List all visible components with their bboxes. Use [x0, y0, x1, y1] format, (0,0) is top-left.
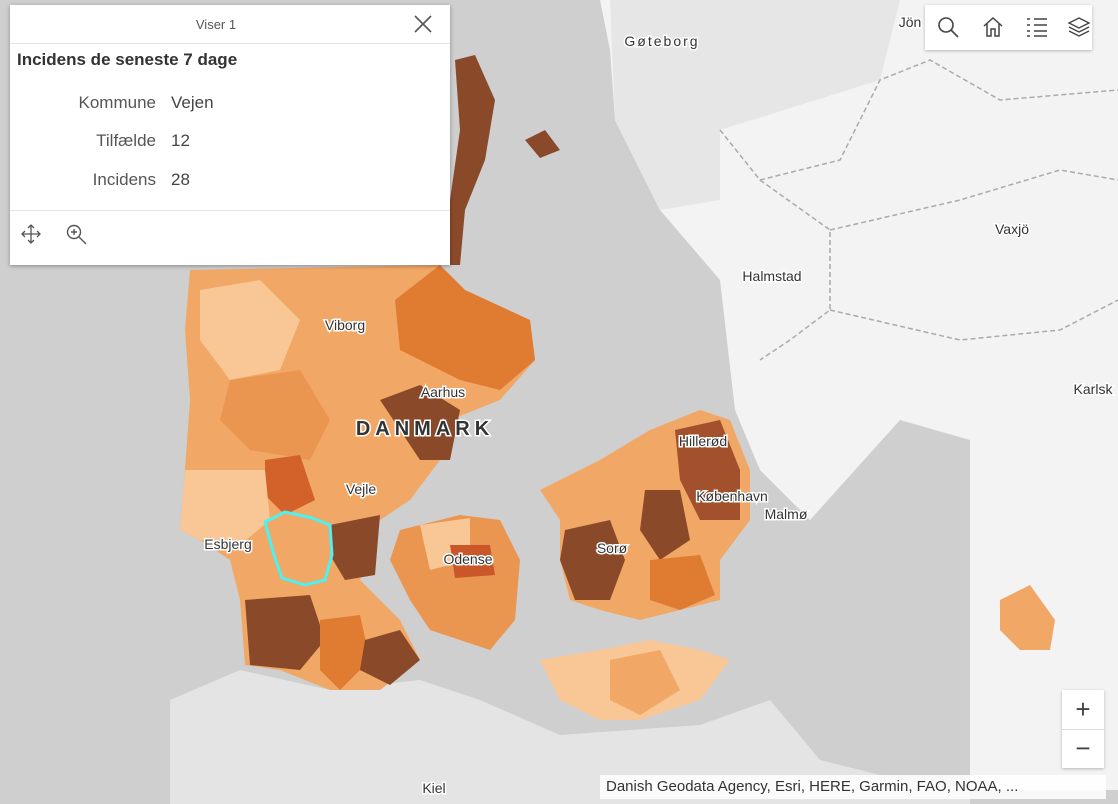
popup: Viser 1 Incidens de seneste 7 dage Kommu…: [10, 5, 450, 265]
field-label: Tilfælde: [96, 131, 156, 150]
land-sweden: [600, 0, 1118, 790]
popup-heading: Incidens de seneste 7 dage: [17, 50, 238, 69]
region: [330, 515, 380, 580]
border: [829, 299, 1118, 341]
layers-button[interactable]: [1067, 15, 1091, 39]
place-label: Esbjerg: [204, 536, 251, 552]
region: [320, 615, 370, 690]
popup-pager: Viser 1: [195, 17, 237, 32]
place-label: Halmstad: [742, 268, 801, 284]
border: [759, 179, 831, 361]
place-label: Kiel: [422, 780, 445, 796]
zoom-control: + −: [1062, 690, 1104, 768]
legend-button[interactable]: [1025, 16, 1049, 38]
zoom-in-button[interactable]: +: [1062, 690, 1104, 730]
zoom-to-button[interactable]: [65, 223, 89, 247]
vejen-highlight: [263, 510, 334, 587]
place-label: Jön: [899, 14, 922, 30]
close-button[interactable]: [412, 13, 434, 35]
region: [650, 555, 715, 610]
region: [380, 385, 460, 460]
region: [180, 470, 270, 545]
place-label: Hillerød: [679, 433, 727, 449]
region: [200, 280, 300, 380]
region: [1000, 585, 1055, 650]
place-label: København: [696, 488, 768, 504]
place-label: Karlsk: [1074, 381, 1114, 397]
place-label: DANMARK: [356, 418, 494, 440]
region: [560, 520, 625, 600]
toolbar: [925, 5, 1092, 50]
region: [360, 630, 420, 685]
region: [440, 55, 495, 265]
place-label: Sorø: [597, 540, 628, 556]
field-label: Incidens: [92, 170, 156, 189]
land-patch: [610, 0, 900, 210]
region: [610, 650, 680, 715]
field-value: 12: [171, 131, 190, 150]
divider: [10, 43, 450, 44]
place-label: Malmø: [765, 506, 808, 522]
place-label: Viborg: [325, 317, 365, 333]
pan-button[interactable]: [20, 223, 42, 245]
border: [829, 169, 1118, 231]
region: [525, 130, 560, 158]
place-label: Gøteborg: [624, 33, 699, 49]
place-label: Aarhus: [421, 384, 465, 400]
place-label: Odense: [443, 551, 492, 567]
divider: [10, 210, 450, 211]
zoom-out-button[interactable]: −: [1075, 733, 1091, 763]
region: [265, 455, 315, 515]
attribution: Danish Geodata Agency, Esri, HERE, Garmi…: [600, 775, 1106, 799]
field-label: Kommune: [78, 93, 156, 112]
place-label: Vaxjö: [995, 221, 1029, 237]
region: [450, 545, 495, 578]
home-button[interactable]: [981, 15, 1005, 39]
field-value: Vejen: [171, 93, 214, 112]
search-button[interactable]: [937, 16, 959, 38]
place-label: Vejle: [346, 481, 377, 497]
region: [640, 490, 690, 560]
region: [675, 420, 740, 520]
region: [395, 265, 535, 390]
land-germany: [170, 670, 970, 804]
field-value: 28: [171, 170, 190, 189]
region: [245, 595, 325, 670]
region: [220, 370, 330, 460]
